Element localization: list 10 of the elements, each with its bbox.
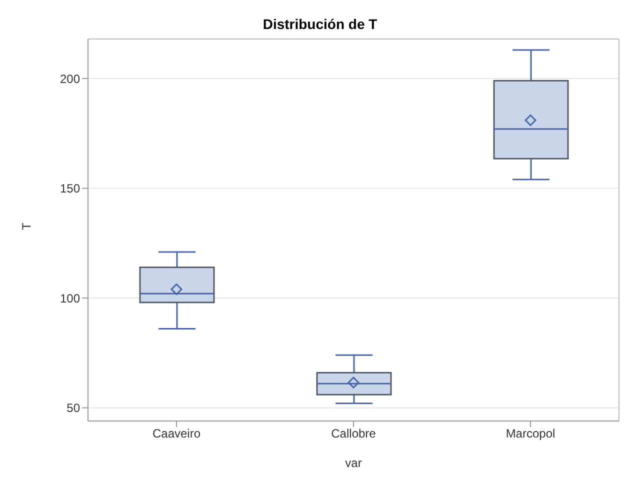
x-tick-label: Caaveiro xyxy=(152,426,201,441)
x-tick-label: Marcopol xyxy=(506,426,556,441)
chart-title: Distribución de T xyxy=(262,15,378,34)
y-tick-label: 100 xyxy=(60,291,80,306)
x-axis-title: var xyxy=(345,456,362,470)
y-axis-title: T xyxy=(19,222,34,230)
y-tick-label: 50 xyxy=(66,401,80,416)
y-tick-label: 200 xyxy=(60,72,80,86)
x-tick-label: Callobre xyxy=(331,426,376,441)
y-tick-label: 150 xyxy=(60,182,80,196)
